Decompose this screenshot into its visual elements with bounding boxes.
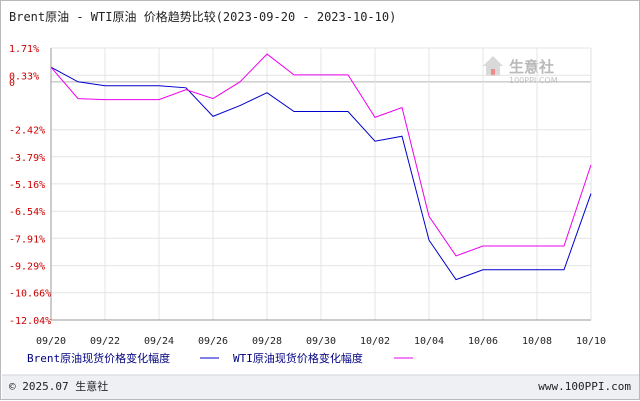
- y-tick-label: -5.16%: [9, 180, 45, 191]
- y-tick-label: -6.54%: [9, 207, 45, 218]
- x-tick-label: 09/28: [252, 336, 282, 347]
- y-tick-label: -7.91%: [9, 234, 45, 245]
- y-tick-label: -3.79%: [9, 153, 45, 164]
- legend-label-wti: WTI原油现货价格变化幅度: [233, 351, 363, 365]
- x-tick-label: 09/26: [198, 336, 228, 347]
- legend: Brent原油现货价格变化幅度 WTI原油现货价格变化幅度: [27, 351, 413, 365]
- watermark-text-cn: 生意社: [509, 58, 554, 76]
- series-line-brent: [50, 66, 592, 281]
- y-tick-label: -12.04%: [9, 316, 51, 327]
- y-tick-label: -10.66%: [9, 289, 51, 300]
- x-tick-label: 10/06: [468, 336, 498, 347]
- y-tick-label: 0.33%: [9, 71, 39, 82]
- x-tick-label: 10/04: [414, 336, 444, 347]
- y-tick-label: 0: [9, 78, 15, 89]
- x-tick-label: 10/02: [360, 336, 390, 347]
- axes: [50, 48, 592, 321]
- footer-site-link[interactable]: www.100PPI.com: [538, 380, 631, 393]
- footer-bar: [2, 375, 639, 399]
- x-tick-label: 10/10: [576, 336, 606, 347]
- y-axis-ticks: 1.71% 0.33%0 -2.42% -3.79% -5.16% -6.54% -7.91…: [9, 44, 51, 327]
- footer-copyright: © 2025.07 生意社: [9, 379, 108, 393]
- watermark-text-en: 100PPI.COM: [509, 76, 558, 85]
- series-lines: [50, 53, 592, 281]
- grid-lines: [50, 47, 592, 321]
- watermark-logo: 生意社 100PPI.COM: [483, 56, 558, 85]
- x-tick-label: 09/22: [90, 336, 120, 347]
- house-icon: [483, 56, 503, 76]
- x-tick-label: 10/08: [522, 336, 552, 347]
- series-line-wti: [50, 53, 592, 257]
- chart-title: Brent原油 - WTI原油 价格趋势比较(2023-09-20 - 2023…: [9, 9, 396, 24]
- y-tick-label: -9.29%: [9, 262, 45, 273]
- x-tick-label: 09/24: [144, 336, 174, 347]
- x-tick-label: 09/30: [306, 336, 336, 347]
- x-axis-ticks: 09/20 09/22 09/24 09/26 09/28 09/30 10/02 10/04…: [36, 336, 606, 347]
- x-tick-label: 09/20: [36, 336, 66, 347]
- y-tick-label: 1.71%: [9, 44, 39, 55]
- y-tick-label: -2.42%: [9, 126, 45, 137]
- legend-label-brent: Brent原油现货价格变化幅度: [27, 351, 170, 365]
